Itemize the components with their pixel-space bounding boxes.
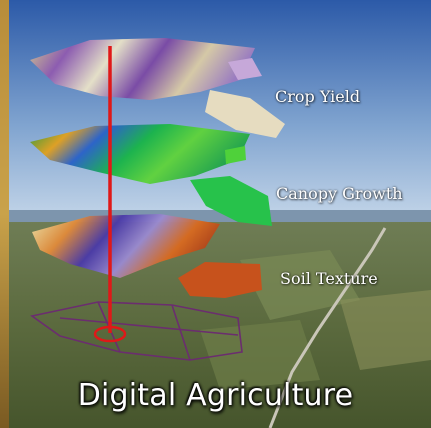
layer-label-soil-texture: Soil Texture xyxy=(280,269,378,288)
layer-label-crop-yield: Crop Yield xyxy=(275,87,361,106)
field-outline xyxy=(30,301,243,361)
image-title: Digital Agriculture xyxy=(77,378,354,413)
canopy-growth-layer xyxy=(30,124,272,226)
field-patch xyxy=(200,320,320,390)
soil-texture-layer xyxy=(32,214,262,298)
field-patch xyxy=(240,250,360,320)
crop-yield-layer xyxy=(30,38,285,138)
left-edge-photo xyxy=(0,0,9,428)
road xyxy=(268,227,387,428)
marker-ring xyxy=(93,325,127,343)
layer-label-canopy-growth: Canopy Growth xyxy=(276,184,403,203)
field-patch xyxy=(340,290,431,370)
